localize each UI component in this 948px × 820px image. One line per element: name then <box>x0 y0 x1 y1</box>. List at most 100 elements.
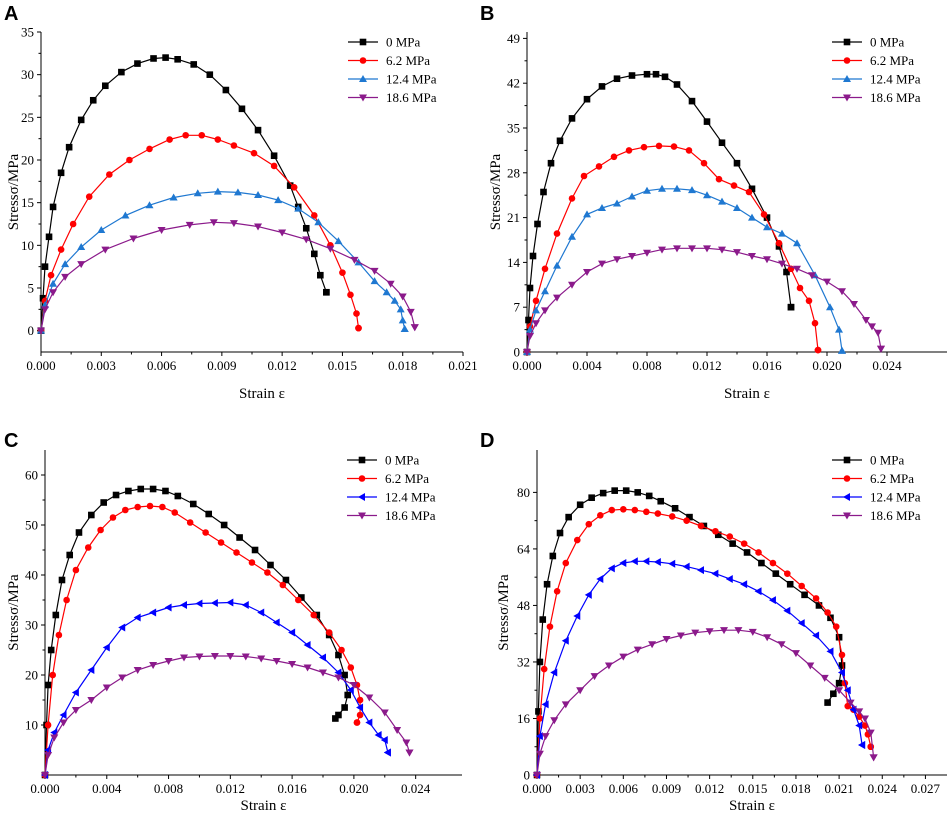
legend-item: 6.2 MPa <box>348 53 430 68</box>
data-point <box>171 509 179 516</box>
legend-item: 6.2 MPa <box>832 471 914 486</box>
x-tick-label: 0.012 <box>268 358 297 373</box>
data-point <box>540 188 547 196</box>
data-point <box>356 711 364 719</box>
data-point <box>241 653 250 661</box>
data-point <box>630 557 638 566</box>
data-point <box>568 232 576 240</box>
data-point <box>595 163 603 170</box>
data-point <box>546 623 554 630</box>
data-point <box>588 494 595 501</box>
series-6.2mpa-mpa <box>41 502 364 779</box>
data-point <box>58 576 66 584</box>
y-tick-label: 10 <box>21 238 34 253</box>
data-point <box>72 566 80 574</box>
panel-letter: B <box>480 3 494 25</box>
data-point <box>129 235 138 243</box>
data-point <box>164 658 173 665</box>
data-point <box>87 697 96 704</box>
data-point <box>805 297 813 305</box>
data-point <box>640 143 648 151</box>
data-point <box>319 669 327 677</box>
data-point <box>874 329 882 337</box>
data-point <box>288 661 297 668</box>
data-point <box>526 333 534 340</box>
data-point <box>855 721 863 730</box>
data-point <box>622 487 630 494</box>
x-tick-label: 0.004 <box>572 358 602 373</box>
data-point <box>71 688 79 697</box>
y-tick-label: 35 <box>21 25 34 40</box>
data-point <box>703 191 711 199</box>
y-tick-label: 80 <box>517 485 530 500</box>
series-line <box>526 188 843 353</box>
data-point <box>525 316 532 324</box>
data-point <box>61 260 70 268</box>
y-tick-label: 20 <box>25 668 38 683</box>
data-point <box>162 54 169 61</box>
series-6.2mpa-mpa <box>37 131 362 334</box>
data-point <box>386 280 395 288</box>
x-tick-label: 0.021 <box>824 781 853 796</box>
data-point <box>303 664 312 672</box>
data-point <box>760 211 768 218</box>
data-point <box>185 221 194 229</box>
data-point <box>596 574 604 583</box>
data-point <box>195 653 204 661</box>
legend-marker <box>843 38 851 46</box>
data-point <box>190 61 198 68</box>
legend-label: 18.6 MPa <box>385 508 436 523</box>
data-point <box>41 772 49 779</box>
data-point <box>180 654 188 662</box>
data-point <box>553 294 561 302</box>
data-point <box>748 213 756 221</box>
x-tick-label: 0.000 <box>522 781 551 796</box>
data-point <box>49 289 58 297</box>
data-point <box>159 503 166 511</box>
data-point <box>137 485 145 493</box>
legend-item: 12.4 MPa <box>832 72 921 87</box>
data-point <box>718 246 726 254</box>
series-line <box>44 601 389 776</box>
data-point <box>711 569 719 578</box>
data-point <box>754 587 762 596</box>
data-point <box>830 690 837 698</box>
data-point <box>598 260 606 268</box>
x-tick-label: 0.000 <box>26 358 55 373</box>
data-point <box>341 704 348 711</box>
legend-marker <box>843 94 851 102</box>
data-point <box>844 702 852 710</box>
data-point <box>763 223 771 231</box>
x-tick-label: 0.015 <box>738 781 767 796</box>
data-point <box>855 708 864 716</box>
data-point <box>347 291 354 299</box>
data-point <box>213 187 222 195</box>
data-point <box>279 581 287 589</box>
data-point <box>149 485 157 493</box>
data-point <box>209 219 218 227</box>
x-tick-label: 0.009 <box>207 358 236 373</box>
data-point <box>410 324 419 332</box>
data-point <box>654 510 662 517</box>
data-point <box>838 651 846 659</box>
legend-item: 6.2 MPa <box>347 471 429 486</box>
data-point <box>673 81 681 88</box>
data-point <box>832 623 840 630</box>
data-point <box>532 320 540 328</box>
data-point <box>298 594 305 601</box>
data-point <box>121 211 130 219</box>
y-tick-label: 48 <box>517 598 530 613</box>
data-point <box>576 687 585 695</box>
data-point <box>540 665 548 673</box>
series-line <box>44 488 349 776</box>
data-point <box>302 224 310 232</box>
data-point <box>580 172 588 180</box>
data-point <box>294 204 303 212</box>
data-point <box>685 147 693 154</box>
series-line <box>40 134 360 331</box>
legend-label: 0 MPa <box>870 35 905 50</box>
y-tick-label: 0 <box>514 345 521 360</box>
data-point <box>682 562 690 571</box>
y-tick-label: 32 <box>517 654 530 669</box>
data-point <box>47 271 55 279</box>
